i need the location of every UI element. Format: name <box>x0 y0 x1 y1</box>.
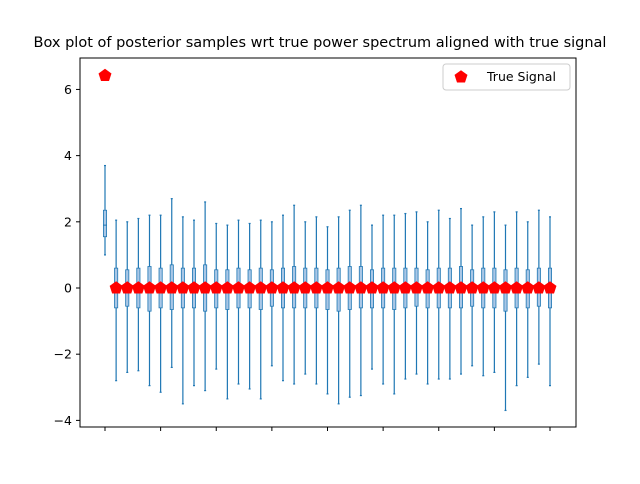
box-15 <box>269 221 274 367</box>
signal-point-20 <box>321 281 334 294</box>
legend: True Signal <box>442 63 571 91</box>
signal-point-38 <box>521 281 535 294</box>
box-22 <box>347 209 352 398</box>
signal-point-15 <box>265 281 279 294</box>
box-1 <box>114 219 119 382</box>
signal-point-22 <box>343 281 357 294</box>
signal-point-12 <box>232 281 245 294</box>
signal-point-37 <box>510 281 524 294</box>
box-34 <box>481 216 486 377</box>
signal-point-8 <box>187 281 201 294</box>
signal-point-21 <box>332 281 346 294</box>
box-body <box>103 209 108 238</box>
box-9 <box>203 201 208 392</box>
signal-point-16 <box>276 281 290 294</box>
signal-point-10 <box>209 281 223 294</box>
signal-point-30 <box>432 281 446 294</box>
signal-point-9 <box>198 281 212 294</box>
box-12 <box>236 219 241 385</box>
signal-point-14 <box>254 281 268 294</box>
chart-title: Box plot of posterior samples wrt true p… <box>33 35 607 51</box>
legend-marker-pentagon-icon <box>454 70 468 83</box>
y-tick-label: 2 <box>64 214 72 229</box>
signal-point-40 <box>543 281 557 294</box>
y-tick-label: 6 <box>64 82 72 97</box>
y-tick-label: 4 <box>64 148 72 163</box>
signal-point-19 <box>309 281 323 294</box>
box-38 <box>525 221 530 378</box>
signal-point-24 <box>365 281 379 294</box>
signal-point-5 <box>154 281 168 294</box>
signal-point-2 <box>120 281 134 294</box>
box-37 <box>514 211 519 387</box>
box-8 <box>191 219 196 387</box>
signal-point-18 <box>298 281 312 294</box>
box-13 <box>247 222 252 390</box>
y-tick-label: −2 <box>54 347 72 362</box>
y-tick-label: 0 <box>64 281 72 296</box>
signal-layer <box>98 68 557 294</box>
legend-frame <box>442 63 571 91</box>
box-3 <box>136 217 141 372</box>
box-40 <box>548 216 553 387</box>
box-14 <box>258 219 263 400</box>
legend-label: True Signal <box>486 69 556 84</box>
box-36 <box>503 224 508 412</box>
box-2 <box>125 221 130 373</box>
box-23 <box>358 204 363 397</box>
signal-point-32 <box>454 281 468 294</box>
box-31 <box>447 217 452 380</box>
box-27 <box>403 212 408 380</box>
box-4 <box>147 214 152 387</box>
box-25 <box>381 214 386 385</box>
signal-point-4 <box>143 281 156 294</box>
box-18 <box>303 221 308 375</box>
box-17 <box>292 204 297 385</box>
signal-point-11 <box>220 281 234 294</box>
signal-point-0 <box>98 68 112 82</box>
signal-point-23 <box>354 281 368 294</box>
signal-point-33 <box>465 281 479 294</box>
box-29 <box>425 221 430 385</box>
box-10 <box>214 222 219 370</box>
signal-point-25 <box>376 281 390 294</box>
box-7 <box>180 216 185 405</box>
box-21 <box>336 216 341 405</box>
signal-point-31 <box>443 281 457 294</box>
box-0 <box>103 164 108 256</box>
box-26 <box>392 214 397 395</box>
box-11 <box>225 224 230 400</box>
box-19 <box>314 216 319 385</box>
y-tick-label: −4 <box>54 413 72 428</box>
box-24 <box>369 224 374 370</box>
signal-point-17 <box>287 281 301 294</box>
signal-point-13 <box>243 281 257 294</box>
signal-point-26 <box>387 281 401 294</box>
signal-point-28 <box>410 281 423 294</box>
signal-point-29 <box>421 281 435 294</box>
box-20 <box>325 226 330 395</box>
signal-point-27 <box>398 281 412 294</box>
box-33 <box>470 224 475 367</box>
signal-point-1 <box>109 281 123 294</box>
box-30 <box>436 209 441 380</box>
signal-point-36 <box>499 281 512 294</box>
box-5 <box>158 214 163 393</box>
signal-point-6 <box>165 281 179 294</box>
signal-point-3 <box>131 281 145 294</box>
signal-point-34 <box>476 281 490 294</box>
signal-point-35 <box>487 281 501 294</box>
box-16 <box>280 214 285 382</box>
signal-point-39 <box>532 281 546 294</box>
axes-layer: −4 −2 0 2 4 6 <box>54 57 577 431</box>
signal-point-7 <box>176 281 190 294</box>
